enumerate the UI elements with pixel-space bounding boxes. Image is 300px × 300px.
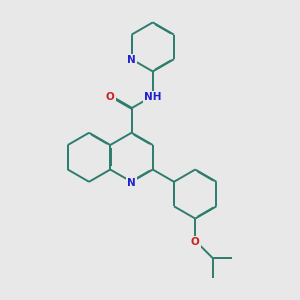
Text: N: N: [127, 55, 136, 65]
Text: N: N: [127, 178, 136, 188]
Text: O: O: [191, 237, 200, 247]
Text: O: O: [106, 92, 115, 102]
Text: NH: NH: [144, 92, 161, 102]
